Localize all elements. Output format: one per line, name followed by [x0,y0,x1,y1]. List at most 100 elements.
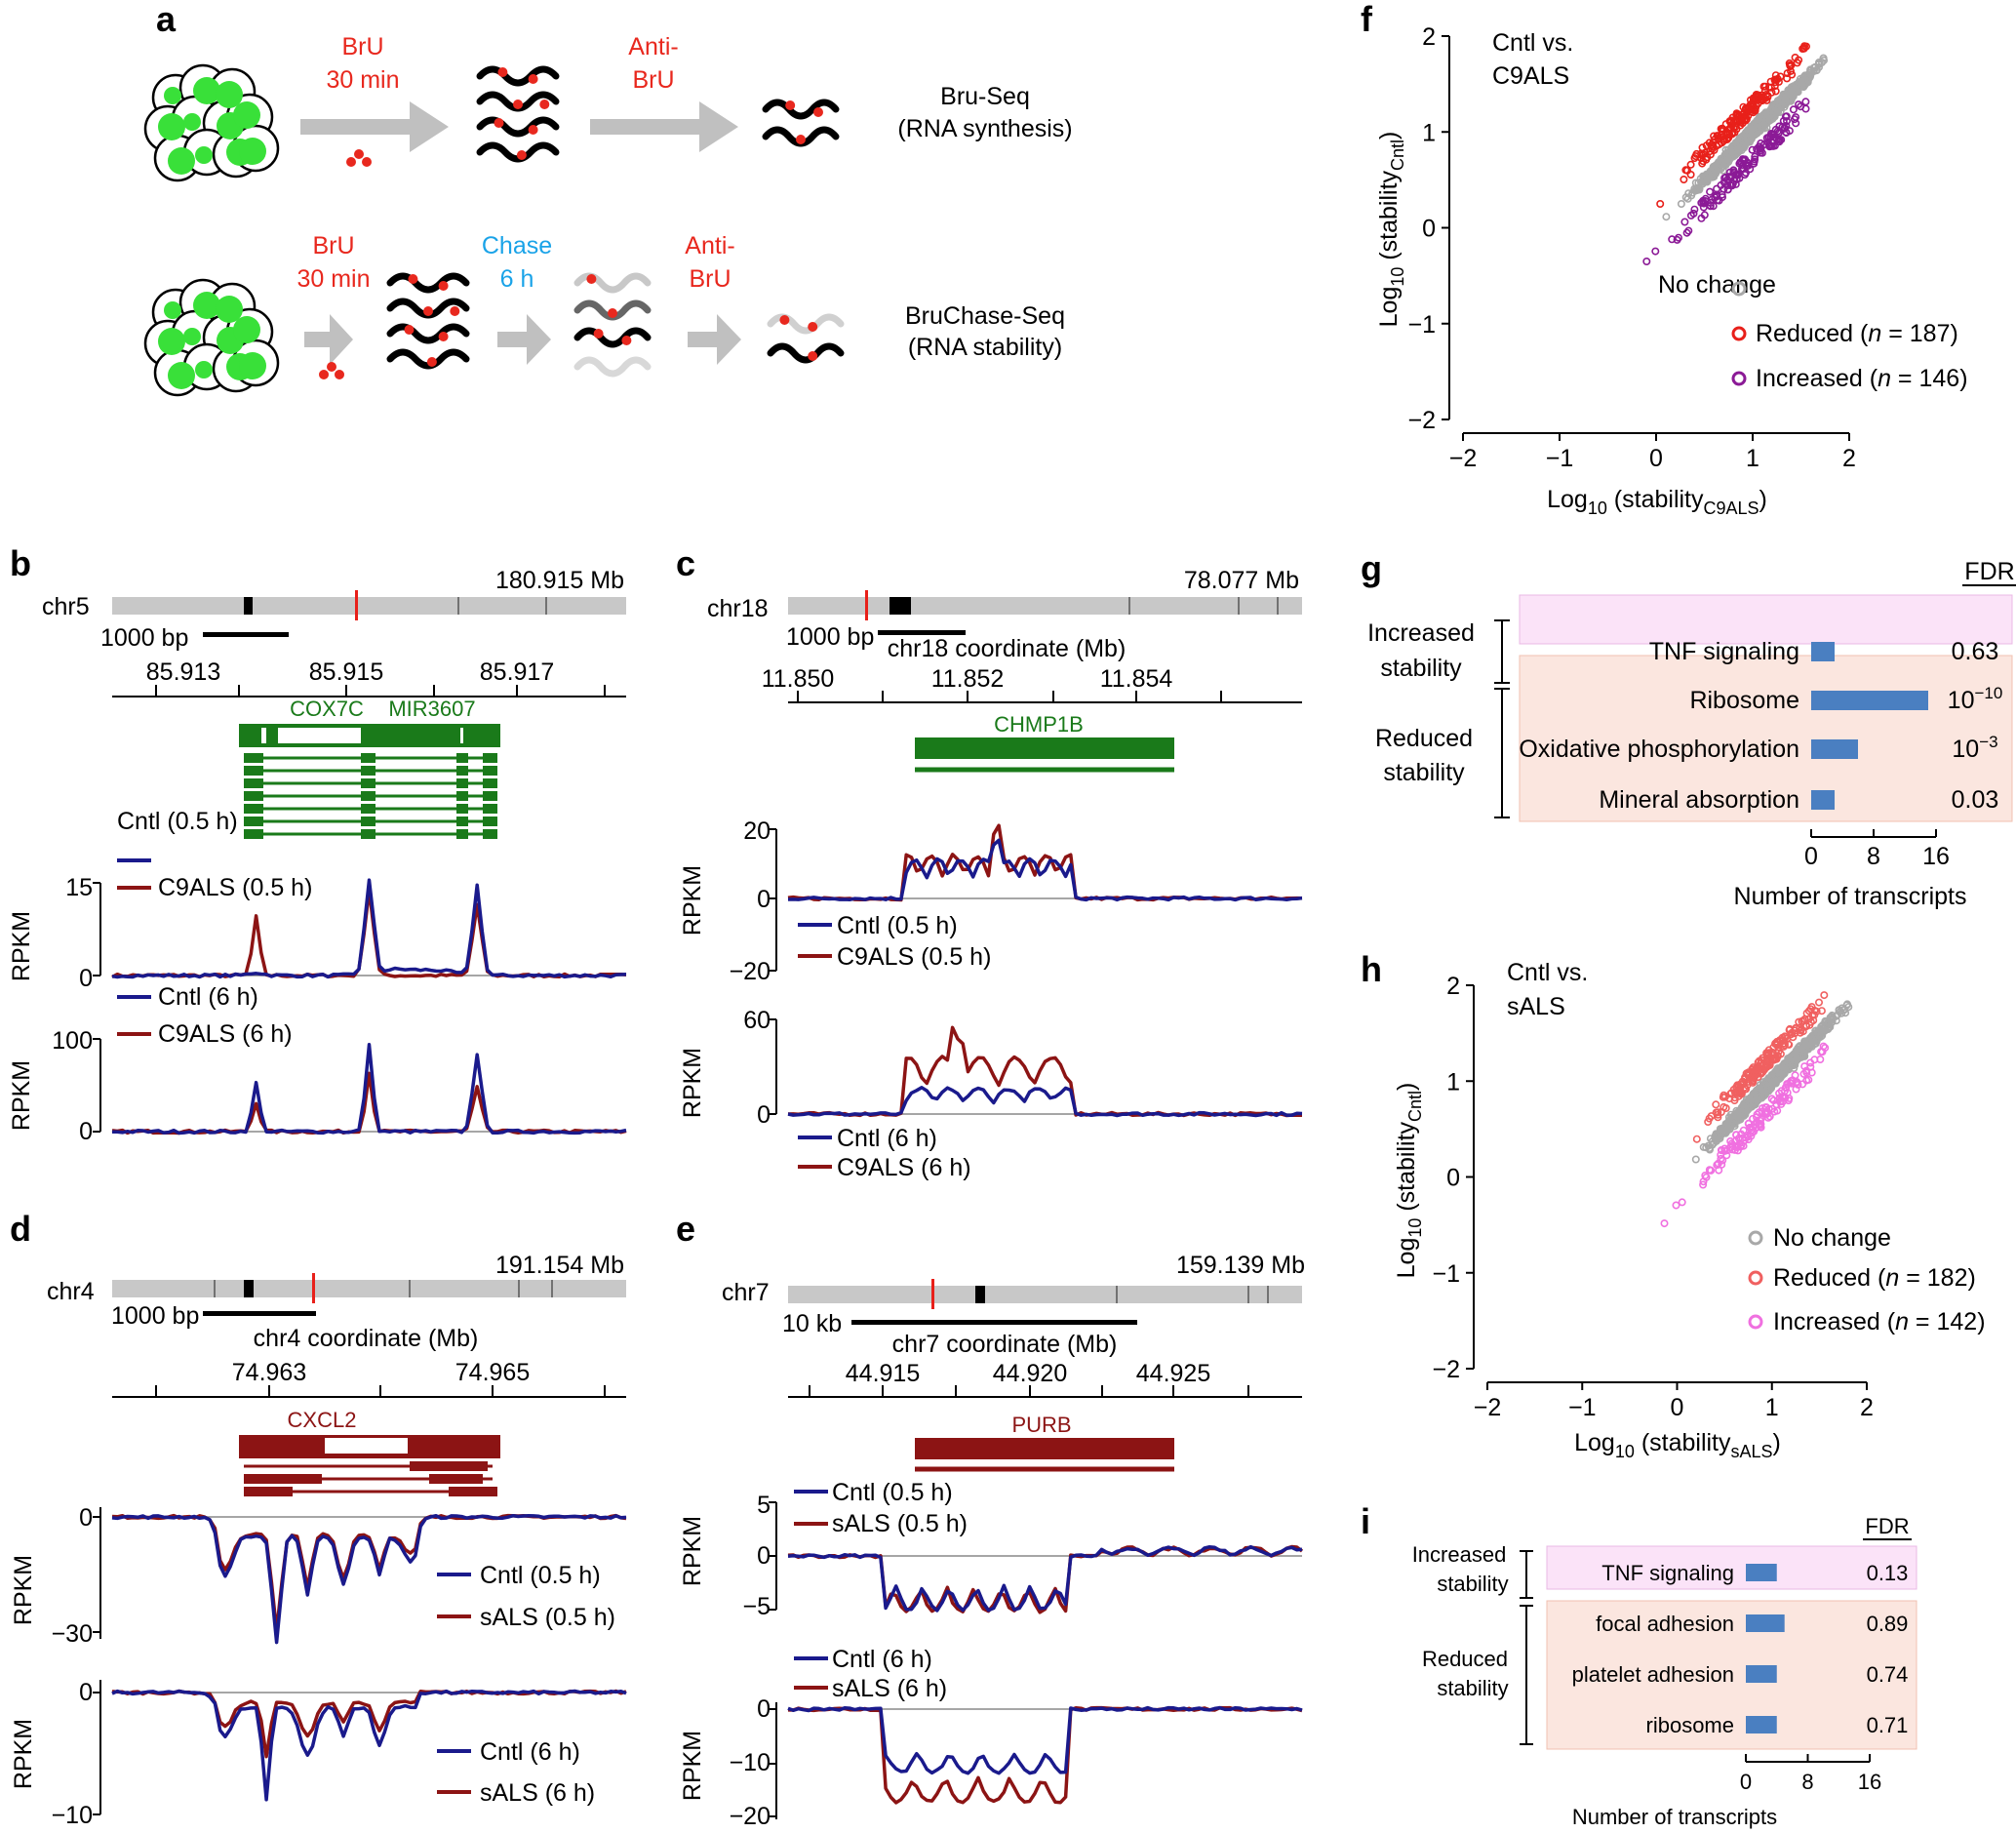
data-point [1733,1146,1742,1155]
centromere-d [244,1280,254,1297]
rna-strands-row2 [386,272,470,370]
data-point [1733,170,1742,179]
transcript-exon [456,753,468,763]
tick-label-d-1: 74.963 [232,1359,306,1386]
x-tick-label: −2 [1474,1394,1502,1421]
legend-f-nochange-swatch [1731,281,1747,297]
data-point [1697,178,1706,186]
ytick-e1-0: 0 [757,1542,771,1570]
cell-cluster-row1 [143,63,280,182]
cell-nucleus [233,316,260,343]
coord-label-d: chr4 coordinate (Mb) [254,1325,479,1352]
gene-model-d [239,1435,500,1496]
panel-letter-g: g [1361,548,1382,588]
bar [1811,691,1928,710]
ytick-d2-m10: −10 [52,1802,93,1829]
panel-letter-i: i [1361,1501,1370,1541]
scale-bar-e [851,1320,1137,1325]
data-point [1729,124,1738,133]
data-point [1785,91,1794,100]
data-point [1699,203,1708,212]
arrow-row1-2 [590,101,738,152]
data-point [1795,100,1803,109]
ideogram-bands-d [214,1280,553,1297]
data-point [1749,1098,1758,1107]
legend-b2-case: C9ALS (6 h) [158,1020,293,1048]
scale-label-b: 1000 bp [100,624,188,652]
data-point [1699,1180,1708,1189]
data-point [1757,1123,1765,1132]
chase-time-label: 6 h [500,265,534,293]
ylabel-c2: RPKM [679,1048,706,1118]
data-point [1716,1135,1724,1143]
tick-label-b-3: 85.917 [480,658,554,686]
rna-strand [767,342,845,364]
bru-dot [779,315,790,325]
data-point [1702,141,1711,150]
anti-bru-label-row2-2: BrU [689,265,731,293]
data-point [1732,1131,1741,1139]
data-point [1730,1115,1739,1124]
data-point [1662,213,1671,221]
transcript-exon [456,791,468,801]
panel-letter-h: h [1361,949,1382,989]
x-tick-label: 8 [1801,1770,1813,1794]
fdr-header-i: FDR [1865,1514,1909,1538]
bru-time-label: 30 min [326,66,399,94]
data-point [1656,200,1665,209]
bar-fdr-label: 0.63 [1952,638,1999,665]
scale-bar-d [203,1311,316,1316]
rna-strands-row1 [476,65,560,163]
coverage-cntl-line [787,1544,1303,1613]
data-point [1782,128,1791,137]
tick-label-b-1: 85.913 [146,658,220,686]
transcript-exon [449,1487,497,1496]
data-point [1750,157,1759,166]
data-point [1718,190,1726,199]
data-point [1808,1035,1817,1044]
data-point [1774,129,1783,138]
data-point [1711,166,1720,175]
gene-block-chmp1b [915,737,1174,759]
transcript-exon [456,817,468,826]
transcript-exon [244,817,263,826]
transcript-exon [483,766,497,776]
data-point [1770,1107,1779,1116]
data-point [1727,181,1736,190]
data-point [1743,129,1752,138]
data-point [1765,1060,1774,1069]
ytick-d1-0: 0 [79,1504,93,1532]
data-point [1704,1118,1713,1127]
ytick-b1-15: 15 [65,874,93,901]
scatter-h-plot: −2 −2 −1 −1 0 0 1 1 2 2 [1432,973,1873,1421]
transcript-exon [410,1461,488,1471]
data-point [1720,1144,1729,1153]
data-point [1773,107,1782,116]
bruseq-label: Bru-Seq [940,83,1030,110]
cell-nucleus [158,328,185,355]
transcript-exon [244,778,263,788]
data-point [1777,98,1786,106]
rna-strand [386,272,470,294]
x-tick-label: −1 [1568,1394,1597,1421]
y-tick-label: 2 [1422,23,1436,51]
data-point [1825,1017,1834,1026]
bar [1746,1564,1777,1581]
coord-axis-b [112,685,626,697]
x-tick-label: 8 [1867,843,1880,870]
transcript-exon [361,791,376,801]
data-point [1761,1084,1770,1093]
panel-f: f Cntl vs. C9ALS −2 −2 −1 −1 0 0 1 1 2 2 No chang… [1361,0,1968,518]
group-increased-i-1: Increased [1412,1542,1507,1567]
scatter-f-xlabel: Log10 (stabilityC9ALS) [1547,486,1767,518]
data-point [1699,1177,1708,1186]
legend-d2-cntl: Cntl (6 h) [480,1738,580,1766]
data-point [1817,1007,1826,1016]
bru-dot [813,107,823,117]
scale-label-d: 1000 bp [111,1302,199,1330]
ytick-d2-0: 0 [79,1679,93,1706]
legend-d1-case: sALS (0.5 h) [480,1604,615,1631]
data-point [1723,185,1732,194]
transcript-exon [361,753,376,763]
